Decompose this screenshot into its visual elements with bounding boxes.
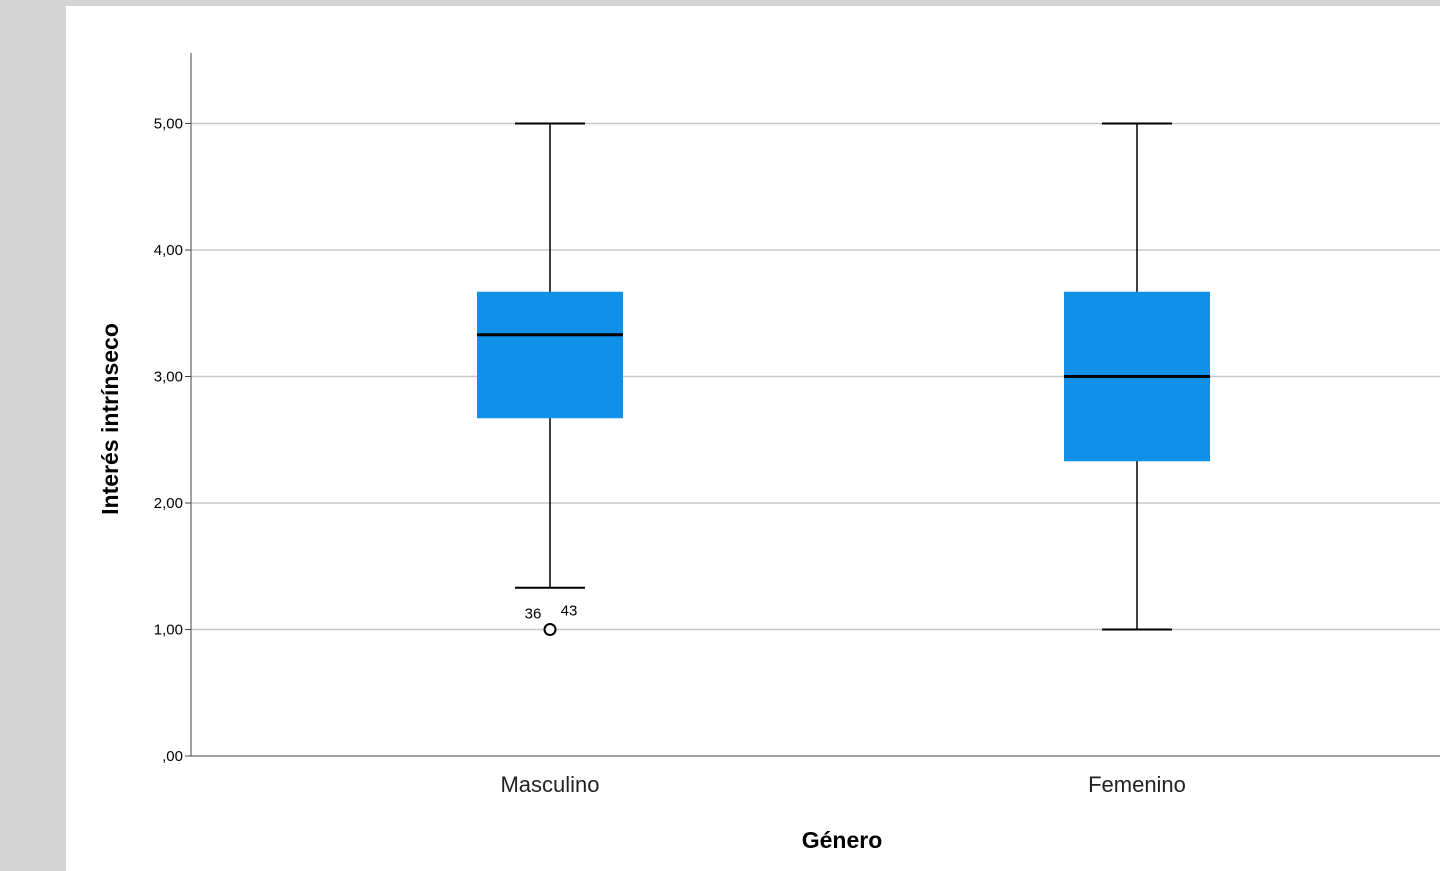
y-tick-label: 3,00 <box>154 369 183 386</box>
outlier-label: 43 <box>561 603 578 620</box>
outlier-point <box>543 623 557 636</box>
grid-lines <box>191 122 1440 631</box>
outlier-label: 36 <box>525 606 542 623</box>
y-tick-label: 4,00 <box>154 242 183 259</box>
iqr-box <box>477 291 623 419</box>
y-tick-label: ,00 <box>162 748 183 765</box>
chart-panel: ,00 1,00 2,00 3,00 4,00 5,00 Masculino Femenino… <box>66 6 1440 871</box>
axes: ,00 1,00 2,00 3,00 4,00 5,00 Masculino Femenino <box>154 53 1440 797</box>
box-group-femenino <box>1064 122 1210 631</box>
x-tick-label: Femenino <box>1088 772 1186 797</box>
y-tick-label: 5,00 <box>154 116 183 133</box>
box-group-masculino: 36 43 <box>477 122 623 636</box>
x-tick-label: Masculino <box>500 772 599 797</box>
y-tick-label: 1,00 <box>154 622 183 639</box>
y-tick-label: 2,00 <box>154 495 183 512</box>
boxplot-chart: ,00 1,00 2,00 3,00 4,00 5,00 Masculino Femenino… <box>97 53 1440 853</box>
y-axis-label: Interés intrínseco <box>97 323 123 515</box>
boxes: 36 43 <box>477 122 1210 636</box>
x-axis-label: Género <box>802 827 883 853</box>
